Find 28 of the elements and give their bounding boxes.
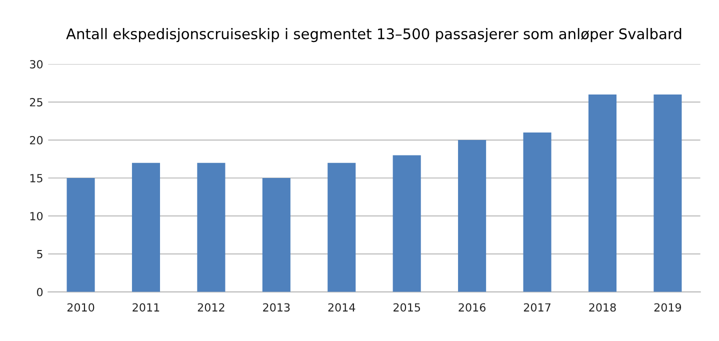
x-tick-label: 2013 — [263, 303, 290, 312]
bar — [132, 162, 160, 292]
x-tick-label: 2014 — [328, 303, 356, 312]
bar — [66, 178, 95, 292]
bar — [328, 162, 356, 292]
x-tick-label: 2011 — [132, 303, 160, 312]
bar — [197, 162, 226, 292]
y-tick-label: 20 — [30, 136, 43, 144]
y-tick-label: 0 — [36, 288, 43, 296]
x-tick-label: 2016 — [458, 303, 486, 312]
bar — [262, 178, 290, 292]
bar — [458, 140, 486, 292]
y-tick-label: 5 — [37, 250, 42, 258]
y-tick-label: 25 — [30, 98, 42, 106]
x-tick-label: 2019 — [654, 303, 682, 312]
chart-title: Antall ekspedisjonscruiseskip i segmentet 13–500 passasjerer som anløper Svalbard — [66, 28, 682, 42]
bar — [588, 94, 617, 292]
bar — [392, 155, 421, 292]
x-tick-label: 2018 — [589, 303, 616, 312]
y-tick-label: 10 — [30, 212, 43, 220]
x-tick-label: 2010 — [67, 303, 94, 312]
y-tick-label: 15 — [30, 174, 42, 182]
bar — [654, 94, 682, 292]
bar — [523, 132, 552, 292]
x-tick-label: 2015 — [394, 303, 420, 312]
y-tick-label: 30 — [30, 60, 43, 68]
x-tick-label: 2012 — [198, 303, 224, 312]
x-tick-label: 2017 — [524, 303, 550, 312]
